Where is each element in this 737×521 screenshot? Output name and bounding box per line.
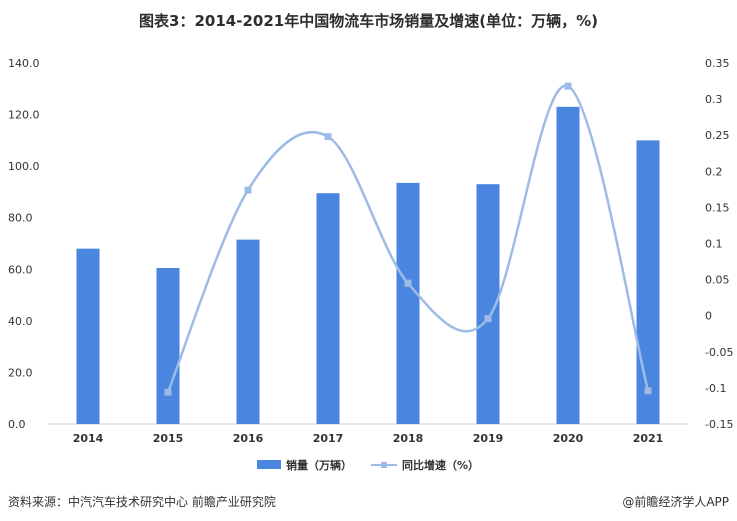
bar-2017 bbox=[316, 193, 340, 424]
x-axis: 2014 2015 2016 2017 2018 2019 2020 2021 bbox=[73, 432, 664, 445]
x-tick-label: 2015 bbox=[153, 432, 184, 445]
growth-marker bbox=[564, 82, 572, 90]
right-tick-label: 0.15 bbox=[705, 201, 730, 214]
chart-title: 图表3：2014-2021年中国物流车市场销量及增速(单位：万辆，%) bbox=[139, 12, 598, 30]
left-tick-label: 80.0 bbox=[8, 212, 33, 225]
brand-watermark: @前瞻经济学人APP bbox=[622, 495, 729, 509]
right-tick-label: -0.15 bbox=[705, 418, 733, 431]
bar-2015 bbox=[156, 267, 180, 424]
growth-marker bbox=[484, 315, 492, 323]
bar-2020 bbox=[556, 106, 580, 424]
x-tick-label: 2014 bbox=[73, 432, 104, 445]
legend-bar-swatch bbox=[257, 460, 281, 469]
left-axis: 0.0 20.0 40.0 60.0 80.0 100.0 120.0 140.0 bbox=[8, 57, 40, 431]
right-tick-label: 0.2 bbox=[705, 165, 723, 178]
growth-marker bbox=[324, 133, 332, 141]
bar-2019 bbox=[476, 184, 500, 424]
x-tick-label: 2019 bbox=[473, 432, 504, 445]
right-tick-label: 0.05 bbox=[705, 274, 730, 287]
legend-line-marker bbox=[381, 462, 387, 468]
right-tick-label: 0 bbox=[705, 310, 712, 323]
x-tick-label: 2021 bbox=[633, 432, 664, 445]
right-tick-label: -0.1 bbox=[705, 382, 726, 395]
legend: 销量（万辆） 同比增速（%） bbox=[257, 458, 479, 472]
left-tick-label: 40.0 bbox=[8, 315, 33, 328]
bar-2016 bbox=[236, 239, 260, 424]
growth-marker bbox=[404, 279, 412, 287]
x-tick-label: 2020 bbox=[553, 432, 584, 445]
right-tick-label: 0.25 bbox=[705, 129, 730, 142]
left-tick-label: 140.0 bbox=[8, 57, 40, 70]
right-tick-label: -0.05 bbox=[705, 346, 733, 359]
left-tick-label: 120.0 bbox=[8, 109, 40, 122]
left-tick-label: 60.0 bbox=[8, 263, 33, 276]
bar-2014 bbox=[76, 248, 100, 424]
right-tick-label: 0.35 bbox=[705, 57, 730, 70]
growth-marker bbox=[244, 186, 252, 194]
bar-2018 bbox=[396, 182, 420, 424]
right-tick-label: 0.3 bbox=[705, 93, 723, 106]
growth-markers bbox=[164, 82, 652, 396]
right-axis: -0.15 -0.1 -0.05 0 0.05 0.1 0.15 0.2 0.25 0.3 0.35 bbox=[705, 57, 733, 431]
legend-line-label: 同比增速（%） bbox=[402, 458, 479, 472]
left-tick-label: 100.0 bbox=[8, 160, 40, 173]
legend-bar-label: 销量（万辆） bbox=[286, 458, 352, 472]
left-tick-label: 20.0 bbox=[8, 366, 33, 379]
growth-marker bbox=[164, 388, 172, 396]
source-note: 资料来源：中汽汽车技术研究中心 前瞻产业研究院 bbox=[8, 495, 276, 509]
left-tick-label: 0.0 bbox=[8, 418, 26, 431]
bar-2021 bbox=[636, 140, 660, 424]
x-tick-label: 2016 bbox=[233, 432, 264, 445]
x-tick-label: 2017 bbox=[313, 432, 344, 445]
x-tick-label: 2018 bbox=[393, 432, 424, 445]
right-tick-label: 0.1 bbox=[705, 238, 723, 251]
growth-marker bbox=[644, 387, 652, 395]
bar-series bbox=[76, 106, 660, 424]
